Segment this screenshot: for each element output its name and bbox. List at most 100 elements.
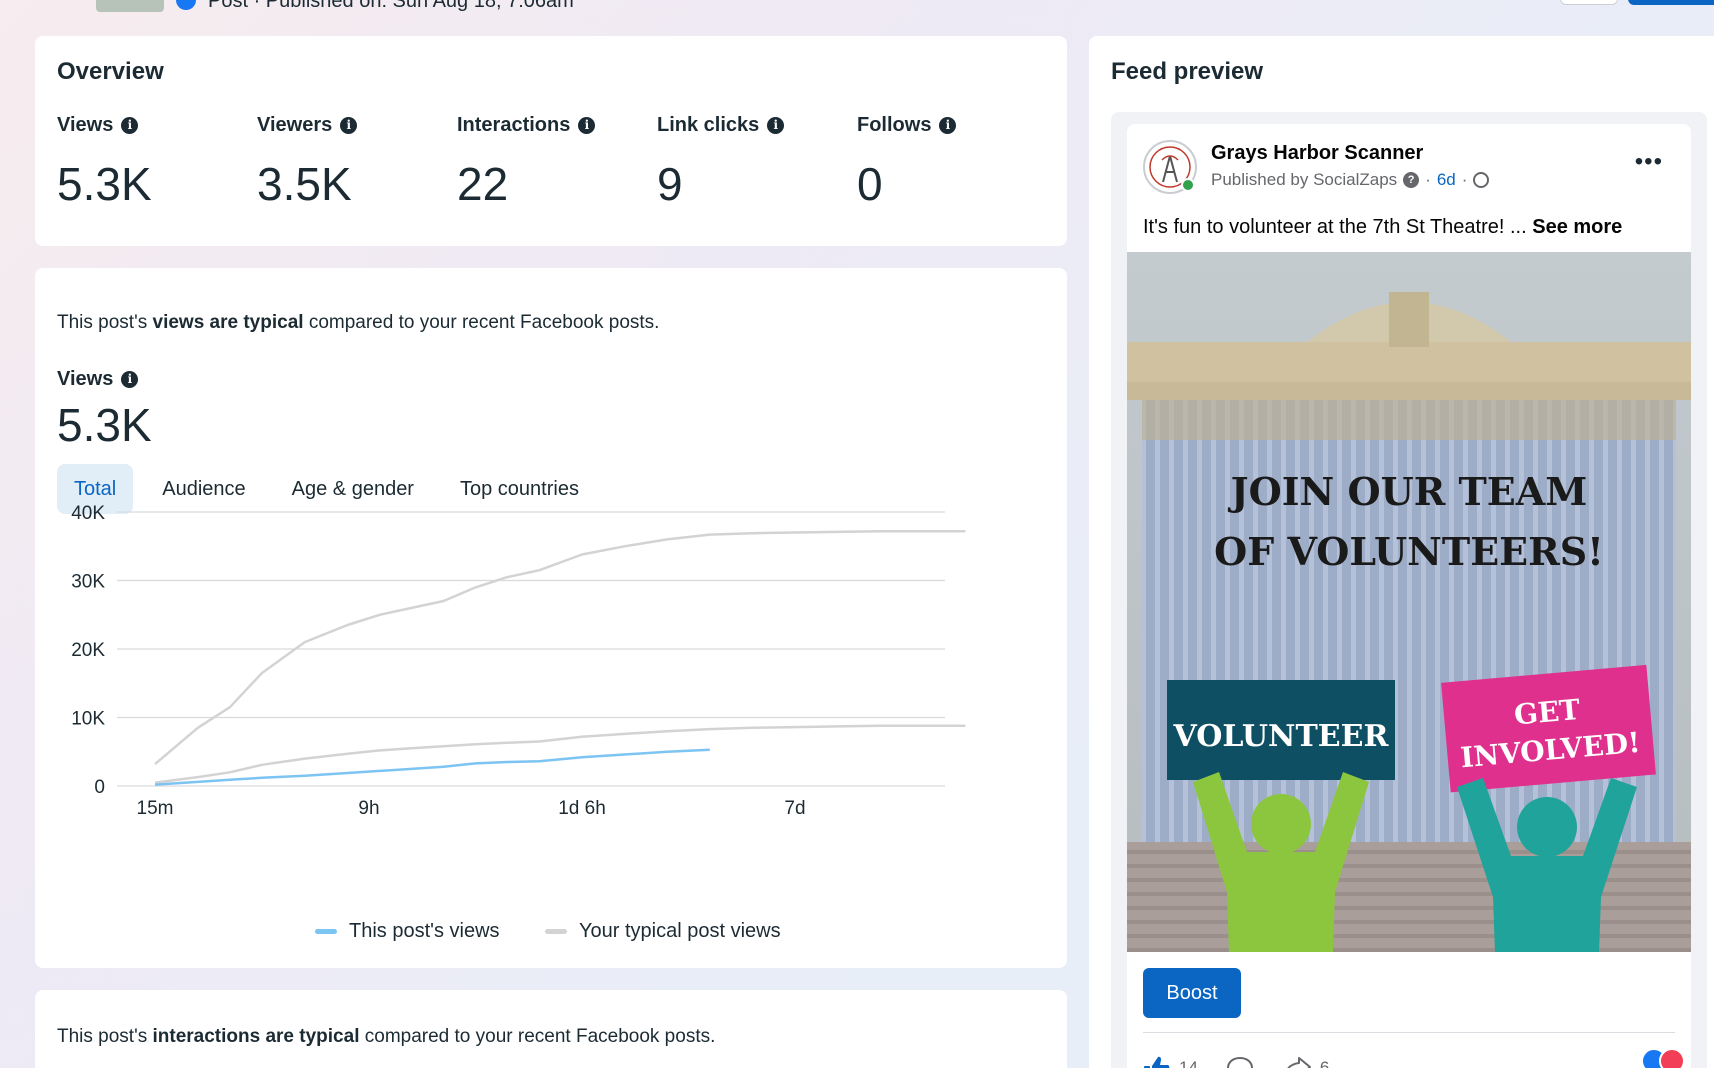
thumbs-up-icon [1144,1056,1170,1068]
x-tick-label: 7d [784,798,805,819]
metric-label: Link clicks [657,114,760,136]
post-card: Grays Harbor Scanner Published by Social… [1127,124,1691,1068]
share-action[interactable]: 6 [1282,1055,1329,1068]
top-strip: Post · Published on: Sun Aug 18, 7:06am [0,0,1714,14]
secondary-button[interactable] [1560,0,1618,5]
y-tick-label: 10K [71,709,105,730]
overview-card: Overview Views i 5.3K Viewers i 3.5K Inter… [35,36,1067,246]
comment-icon [1226,1056,1253,1068]
legend-swatch [315,929,337,934]
series-line-typical [154,529,966,766]
overview-title: Overview [57,58,164,85]
see-more-link[interactable]: See more [1532,216,1623,238]
y-tick-label: 40K [71,503,105,524]
comment-action[interactable] [1226,1055,1254,1068]
y-tick-label: 20K [71,640,105,661]
tab-age-gender[interactable]: Age & gender [291,478,414,500]
series-line-this-post [154,748,710,786]
tab-audience[interactable]: Audience [162,478,246,500]
summary-text: compared to your recent Facebook posts. [359,1026,716,1047]
post-thumbnail [96,0,164,12]
post-time[interactable]: 6d [1436,170,1456,189]
question-icon[interactable]: ? [1403,172,1420,188]
radio-tower-icon [1149,146,1191,188]
metric-viewers: Viewers i 3.5K [257,114,457,211]
info-icon[interactable]: i [121,117,139,134]
x-tick-label: 1d 6h [558,798,606,819]
volunteer-poster-image: JOIN OUR TEAM OF VOLUNTEERS! VOLUNTEER G… [1127,252,1691,952]
info-icon[interactable]: i [121,371,139,388]
views-tabs: Total Audience Age & gender Top countrie… [57,464,608,514]
boost-button[interactable]: Boost [1143,968,1241,1018]
interactions-card: This post's interactions are typical com… [35,990,1067,1068]
love-reaction-icon [1659,1048,1685,1068]
engagement-bar: 14 6 [1143,1048,1675,1068]
summary-text: This post's [57,1026,153,1047]
online-status-icon [1181,178,1195,192]
tab-top-countries[interactable]: Top countries [459,478,579,500]
metric-label: Views [57,114,114,136]
x-tick-label: 9h [358,798,379,819]
metric-follows: Follows i 0 [857,114,1057,211]
likes-count: 14 [1179,1058,1198,1068]
views-value: 5.3K [57,399,152,451]
get-involved-sign [1441,664,1656,793]
info-icon[interactable]: i [767,117,785,134]
reaction-icons[interactable] [1641,1048,1685,1068]
summary-text: This post's [57,312,153,333]
caption-text: It's fun to volunteer at the 7th St Thea… [1143,216,1527,238]
legend-item-typical: Your typical post views [545,920,781,943]
info-icon[interactable]: i [340,117,358,134]
metric-link-clicks: Link clicks i 9 [657,114,857,211]
tab-total[interactable]: Total [57,464,134,514]
page-name[interactable]: Grays Harbor Scanner [1211,142,1424,164]
summary-text: compared to your recent Facebook posts. [303,312,660,333]
teal-figure [1457,778,1637,952]
views-line-chart: 0 10K 20K 30K 40K 15m 9h 1d 6h 7d [71,503,966,819]
y-tick-label: 0 [94,777,105,798]
metric-label: Interactions [457,114,571,136]
summary-emphasis: views are typical [152,312,304,333]
globe-icon [1473,172,1490,188]
metric-views: Views i 5.3K [57,114,257,211]
more-options-icon[interactable]: ••• [1634,148,1663,175]
metric-value: 9 [657,158,683,210]
post-preview-frame: Grays Harbor Scanner Published by Social… [1111,112,1707,1068]
legend-item-this-post: This post's views [315,920,500,943]
poster-heading-line1: JOIN OUR TEAM [1228,469,1588,514]
metric-value: 22 [457,158,509,210]
post-image: JOIN OUR TEAM OF VOLUNTEERS! VOLUNTEER G… [1127,252,1691,952]
volunteer-sign [1167,680,1395,780]
views-label: Views i [57,368,139,391]
share-icon [1287,1057,1311,1068]
y-tick-label: 30K [71,572,105,593]
page-avatar[interactable] [1143,140,1197,194]
series-line-typical [154,724,966,784]
legend-label: Your typical post views [579,920,781,942]
post-caption: It's fun to volunteer at the 7th St Thea… [1143,216,1622,239]
metric-interactions: Interactions i 22 [457,114,657,211]
divider [1143,1032,1675,1033]
sign-right-line1: GET [1513,693,1582,732]
poster-heading-line2: OF VOLUNTEERS! [1214,529,1604,574]
x-tick-label: 15m [137,798,174,819]
views-label-text: Views [57,368,114,390]
metric-value: 5.3K [57,158,152,210]
legend-label: This post's views [349,920,500,942]
interactions-summary: This post's interactions are typical com… [57,1026,715,1048]
legend-swatch [545,929,567,934]
post-meta: Published by SocialZaps ? · 6d · [1211,170,1490,190]
metric-value: 0 [857,158,883,210]
separator: · [1425,170,1431,189]
info-icon[interactable]: i [939,117,957,134]
primary-button[interactable] [1628,0,1714,5]
post-status: Post · Published on: Sun Aug 18, 7:06am [208,0,574,12]
summary-emphasis: interactions are typical [152,1026,360,1047]
metric-label: Viewers [257,114,333,136]
feed-preview-card: Feed preview Grays Harbor Scanner Publis… [1089,36,1714,1068]
shares-count: 6 [1319,1058,1330,1068]
like-action[interactable]: 14 [1143,1055,1198,1068]
metric-label: Follows [857,114,932,136]
info-icon[interactable]: i [578,117,596,134]
views-card: This post's views are typical compared t… [35,268,1067,968]
